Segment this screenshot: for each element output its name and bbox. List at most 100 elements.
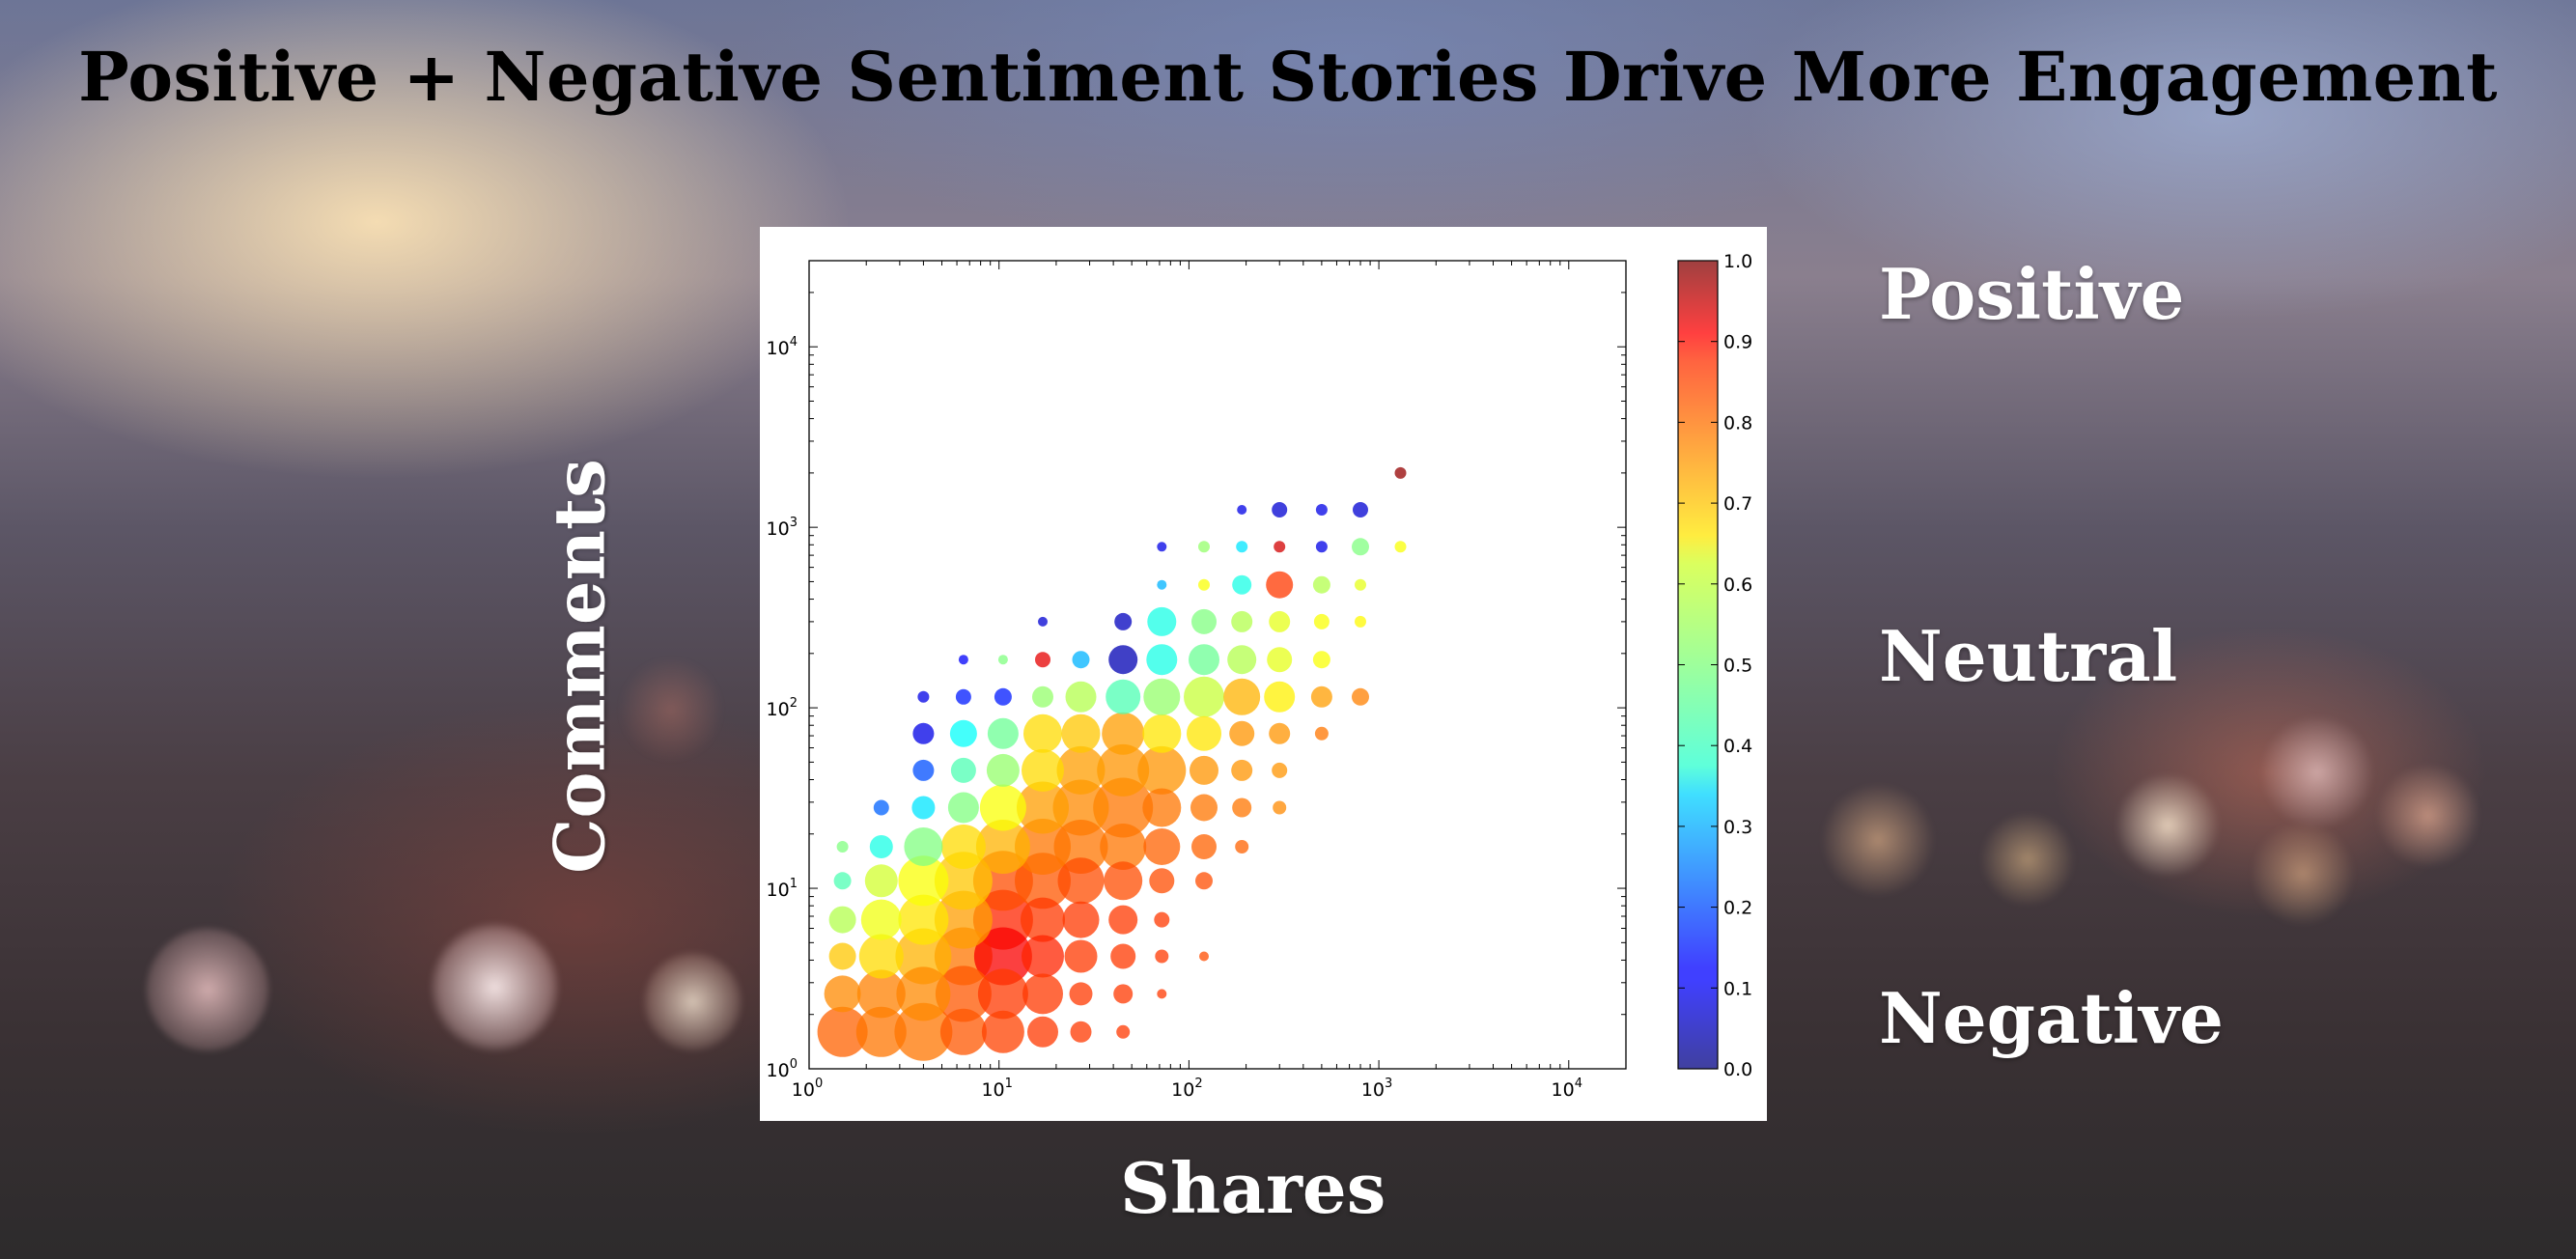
data-point bbox=[1352, 688, 1369, 706]
data-point bbox=[1316, 504, 1328, 516]
y-tick-label: 101 bbox=[767, 877, 798, 901]
data-point bbox=[1229, 721, 1254, 746]
data-point bbox=[1032, 686, 1053, 708]
data-point bbox=[1027, 1017, 1058, 1048]
data-point bbox=[994, 688, 1012, 706]
bokeh-light bbox=[1820, 782, 1936, 898]
colorbar: 0.0 0.1 0.2 0.3 0.4 0.5 0.6 0.7 0.8 0.9 1.0 bbox=[1678, 251, 1752, 1080]
data-point bbox=[1066, 682, 1097, 713]
data-point bbox=[1313, 576, 1330, 594]
data-point bbox=[1065, 940, 1098, 973]
data-point bbox=[1267, 647, 1292, 672]
data-point bbox=[1395, 467, 1407, 479]
y-tick-label: 100 bbox=[767, 1057, 798, 1081]
scatter-chart: 100 101 102 103 104100101102103104 0.00.10.2… bbox=[760, 227, 1767, 1121]
data-point bbox=[1137, 746, 1186, 795]
data-point bbox=[948, 793, 979, 824]
data-point bbox=[1199, 952, 1209, 962]
x-tick-label: 103 bbox=[1361, 1077, 1392, 1101]
data-point bbox=[1189, 644, 1219, 675]
data-point bbox=[1038, 617, 1048, 627]
data-point bbox=[982, 1011, 1024, 1053]
data-point bbox=[1142, 714, 1181, 753]
data-point bbox=[1272, 502, 1287, 518]
data-point bbox=[911, 797, 935, 820]
y-tick-label: 102 bbox=[767, 696, 798, 720]
colorbar-label: 0.8 bbox=[1723, 412, 1752, 434]
data-point bbox=[988, 718, 1019, 749]
data-point bbox=[1235, 840, 1248, 853]
data-point bbox=[1184, 677, 1224, 717]
data-point bbox=[837, 841, 849, 853]
data-point bbox=[865, 864, 898, 897]
colorbar-label: 0.4 bbox=[1723, 736, 1752, 757]
data-point bbox=[1353, 502, 1368, 518]
data-point bbox=[874, 800, 889, 816]
data-point bbox=[912, 723, 934, 744]
data-point bbox=[1190, 795, 1218, 822]
data-point bbox=[1272, 763, 1287, 778]
colorbar-label: 1.0 bbox=[1723, 251, 1752, 272]
bokeh-light bbox=[618, 657, 724, 763]
data-point bbox=[861, 900, 902, 940]
data-point bbox=[1266, 572, 1293, 599]
data-point bbox=[1191, 609, 1217, 634]
data-point bbox=[825, 975, 861, 1012]
colorbar-label: 0.1 bbox=[1723, 978, 1752, 999]
sentiment-label-positive: Positive bbox=[1879, 253, 2184, 335]
bokeh-light bbox=[1979, 811, 2076, 908]
data-point bbox=[959, 655, 968, 664]
data-point bbox=[1191, 834, 1217, 859]
bokeh-light bbox=[2259, 714, 2375, 830]
data-point bbox=[1146, 644, 1177, 675]
data-point bbox=[1143, 679, 1180, 715]
data-point bbox=[1269, 611, 1290, 632]
data-point bbox=[1071, 1021, 1092, 1043]
data-point bbox=[1311, 686, 1332, 708]
data-point bbox=[1058, 857, 1105, 904]
data-point bbox=[1237, 505, 1246, 515]
data-point bbox=[1223, 679, 1260, 715]
data-point bbox=[1102, 713, 1144, 755]
colorbar-label: 0.7 bbox=[1723, 493, 1752, 515]
data-point bbox=[1157, 542, 1166, 551]
data-point bbox=[1198, 579, 1210, 591]
data-point bbox=[1314, 614, 1330, 630]
data-point bbox=[1108, 645, 1137, 674]
data-point bbox=[1274, 541, 1285, 552]
x-tick-label: 104 bbox=[1552, 1077, 1582, 1101]
colorbar-label: 0.6 bbox=[1723, 574, 1752, 596]
data-point bbox=[956, 689, 971, 705]
data-point bbox=[1147, 607, 1176, 636]
data-point bbox=[1113, 984, 1133, 1003]
data-point bbox=[1157, 989, 1166, 998]
data-point bbox=[1062, 714, 1101, 753]
x-axis-title: Shares bbox=[1120, 1147, 1386, 1229]
data-point bbox=[1236, 541, 1247, 552]
data-point bbox=[1104, 861, 1142, 900]
data-point bbox=[912, 760, 934, 781]
data-point bbox=[1227, 645, 1256, 674]
bokeh-light bbox=[2250, 821, 2356, 927]
data-point bbox=[1157, 580, 1166, 590]
data-point bbox=[1395, 541, 1407, 552]
sentiment-label-neutral: Neutral bbox=[1879, 615, 2177, 697]
colorbar-label: 0.3 bbox=[1723, 817, 1752, 838]
data-point bbox=[987, 754, 1020, 787]
data-point bbox=[1022, 936, 1064, 978]
data-point bbox=[1108, 906, 1137, 935]
data-point bbox=[1269, 723, 1290, 744]
data-point bbox=[1110, 944, 1135, 969]
y-tick-label: 104 bbox=[767, 335, 798, 359]
data-point bbox=[951, 758, 976, 783]
data-point bbox=[1114, 613, 1132, 630]
x-tick-label: 101 bbox=[981, 1077, 1012, 1101]
data-point bbox=[870, 835, 893, 858]
data-point bbox=[1231, 760, 1252, 781]
data-point bbox=[1149, 868, 1174, 893]
data-point bbox=[1355, 579, 1366, 591]
colorbar-label: 0.0 bbox=[1723, 1059, 1752, 1080]
data-point bbox=[1106, 680, 1140, 714]
colorbar-label: 0.2 bbox=[1723, 898, 1752, 919]
data-point bbox=[1355, 616, 1366, 628]
